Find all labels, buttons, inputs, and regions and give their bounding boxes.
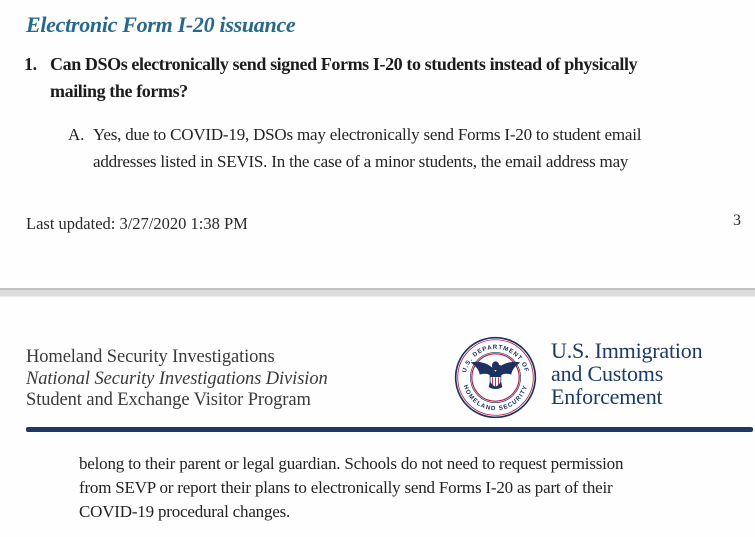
page-break-divider [0,288,755,297]
paragraph-line: from SEVP or report their plans to elect… [79,478,613,497]
question-text: Can DSOs electronically send signed Form… [50,51,638,105]
answer-text: Yes, due to COVID-19, DSOs may electroni… [93,121,642,175]
answer-letter: A. [68,125,85,144]
wordmark-line: and Customs [551,361,664,386]
agency-line: National Security Investigations Divisio… [26,368,328,389]
dhs-seal-icon: U.S. DEPARTMENT OF HOMELAND SECURITY [454,336,537,419]
question-line: Can DSOs electronically send signed Form… [50,54,638,74]
continuation-paragraph: belong to their parent or legal guardian… [79,452,623,524]
section-heading: Electronic Form I-20 issuance [26,12,296,37]
question-number: 1. [24,54,37,74]
answer-block: A. Yes, due to COVID-19, DSOs may electr… [68,121,642,175]
paragraph-line: belong to their parent or legal guardian… [79,454,624,473]
page-number: 3 [733,212,741,229]
agency-line: Homeland Security Investigations [26,347,275,367]
ice-wordmark: U.S. Immigration and Customs Enforcement [551,338,703,409]
agency-header-block: Homeland Security Investigations Nationa… [26,347,328,412]
agency-line: Student and Exchange Visitor Program [26,390,311,410]
answer-line: Yes, due to COVID-19, DSOs may electroni… [93,125,642,144]
question-block: 1. Can DSOs electronically send signed F… [24,51,638,105]
wordmark-line: U.S. Immigration [551,338,703,363]
last-updated-text: Last updated: 3/27/2020 1:38 PM [26,214,248,233]
answer-line: addresses listed in SEVIS. In the case o… [93,152,629,171]
seal-eagle [470,361,521,390]
wordmark-line: Enforcement [551,384,663,409]
header-rule-divider [26,427,753,432]
question-line: mailing the forms? [50,81,188,101]
dhs-seal-svg: U.S. DEPARTMENT OF HOMELAND SECURITY [454,336,537,419]
paragraph-line: COVID-19 procedural changes. [79,502,291,521]
